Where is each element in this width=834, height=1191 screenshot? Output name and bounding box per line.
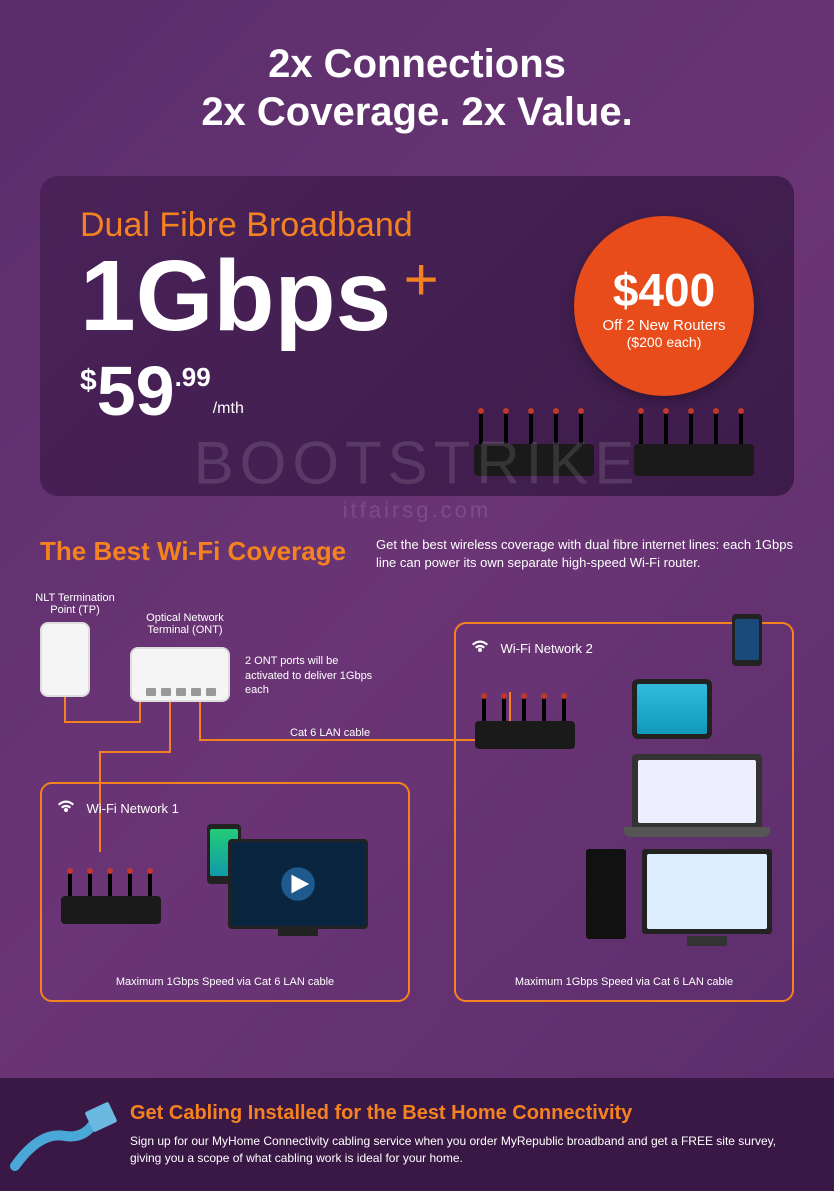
termination-point-icon [40, 622, 90, 697]
ethernet-cable-icon [10, 1091, 120, 1171]
pc-tower-icon [586, 849, 626, 939]
phone-icon [732, 614, 762, 666]
headline-line1: 2x Connections [268, 42, 566, 86]
network-2-box: Wi-Fi Network 2 Maximum 1Gbps Speed via … [454, 622, 794, 1002]
laptop-icon [632, 754, 762, 829]
wifi-icon [470, 638, 490, 659]
price-per: /mth [213, 400, 244, 418]
ont-icon [130, 647, 230, 702]
network-1-box: Wi-Fi Network 1 Maximum 1Gbps Speed via … [40, 782, 410, 1002]
router-icon [56, 864, 176, 924]
price-cents: .99 [175, 362, 211, 393]
monitor-icon [642, 849, 772, 934]
network-1-label: Wi-Fi Network 1 [86, 801, 178, 816]
router-icon [470, 689, 590, 749]
router-images [464, 406, 764, 476]
price-whole: 59 [97, 356, 175, 426]
cable-label: Cat 6 LAN cable [290, 727, 370, 739]
headline: 2x Connections 2x Coverage. 2x Value. [20, 40, 814, 136]
network-2-label: Wi-Fi Network 2 [500, 641, 592, 656]
wifi-icon [56, 798, 76, 819]
badge-amount: $400 [613, 263, 715, 317]
tv-icon [228, 839, 368, 929]
speed-value: 1Gbps [80, 246, 391, 346]
price-badge: $400 Off 2 New Routers ($200 each) [574, 216, 754, 396]
coverage-header: The Best Wi-Fi Coverage Get the best wir… [40, 536, 794, 572]
footer-text: Sign up for our MyHome Connectivity cabl… [130, 1133, 794, 1167]
router-icon [624, 406, 764, 476]
coverage-title: The Best Wi-Fi Coverage [40, 536, 346, 567]
hero-card: Dual Fibre Broadband 1Gbps + $400 Off 2 … [40, 176, 794, 496]
tablet-icon [632, 679, 712, 739]
headline-line2: 2x Coverage. 2x Value. [201, 90, 632, 134]
footer-title: Get Cabling Installed for the Best Home … [130, 1102, 794, 1125]
header: 2x Connections 2x Coverage. 2x Value. [0, 0, 834, 156]
footer: Get Cabling Installed for the Best Home … [0, 1078, 834, 1191]
badge-line2: ($200 each) [627, 334, 702, 350]
ont-label: Optical Network Terminal (ONT) [130, 612, 240, 636]
tp-label: NLT Termination Point (TP) [30, 592, 120, 616]
network-diagram: NLT Termination Point (TP) Optical Netwo… [40, 592, 794, 1032]
ont-note: 2 ONT ports will be activated to deliver… [245, 654, 375, 697]
price-currency: $ [80, 364, 97, 398]
router-icon [464, 406, 604, 476]
max-speed-note-1: Maximum 1Gbps Speed via Cat 6 LAN cable [42, 976, 408, 988]
coverage-description: Get the best wireless coverage with dual… [376, 536, 794, 572]
badge-line1: Off 2 New Routers [602, 317, 725, 334]
coverage-section: The Best Wi-Fi Coverage Get the best wir… [0, 516, 834, 1042]
max-speed-note-2: Maximum 1Gbps Speed via Cat 6 LAN cable [456, 976, 792, 988]
plus-sign: + [404, 246, 439, 313]
